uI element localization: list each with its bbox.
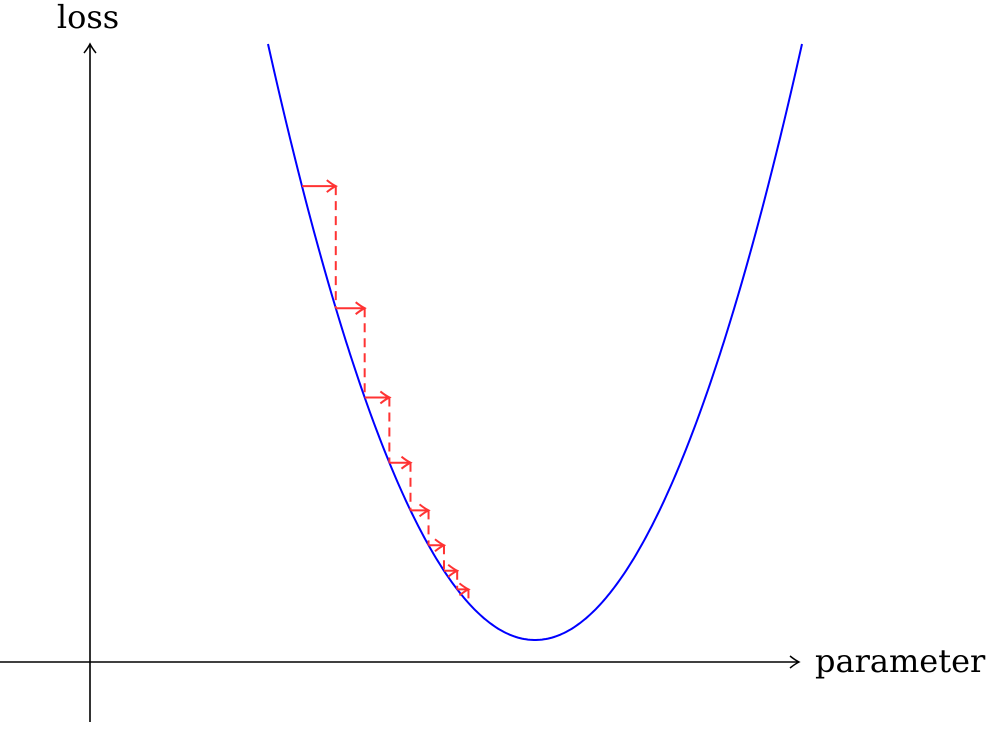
x-axis-label: parameter [815,642,986,680]
y-axis-label: loss [57,0,119,36]
loss-curve [267,43,803,641]
descent-steps [302,186,468,603]
